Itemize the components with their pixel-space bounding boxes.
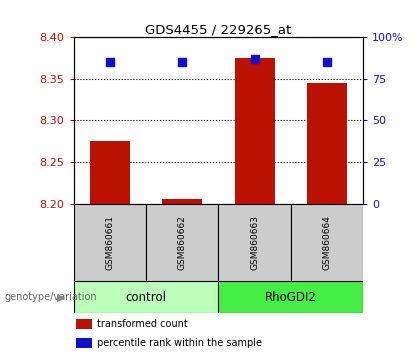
Text: control: control xyxy=(126,291,166,304)
Text: GSM860664: GSM860664 xyxy=(323,215,331,270)
Bar xyxy=(307,83,347,204)
Bar xyxy=(74,204,146,281)
Text: genotype/variation: genotype/variation xyxy=(4,292,97,302)
Text: GSM860661: GSM860661 xyxy=(105,215,114,270)
Text: percentile rank within the sample: percentile rank within the sample xyxy=(97,338,262,348)
Bar xyxy=(90,141,130,204)
Text: RhoGDI2: RhoGDI2 xyxy=(265,291,317,304)
Text: transformed count: transformed count xyxy=(97,319,187,329)
Bar xyxy=(74,281,218,313)
Bar xyxy=(235,58,275,204)
Bar xyxy=(146,204,218,281)
Bar xyxy=(76,319,92,329)
Point xyxy=(179,59,186,65)
Text: GSM860662: GSM860662 xyxy=(178,215,186,270)
Point xyxy=(324,59,331,65)
Text: ▶: ▶ xyxy=(57,292,65,302)
Point xyxy=(251,56,258,62)
Bar xyxy=(291,204,363,281)
Point xyxy=(106,59,113,65)
Title: GDS4455 / 229265_at: GDS4455 / 229265_at xyxy=(145,23,291,36)
Text: GSM860663: GSM860663 xyxy=(250,215,259,270)
Bar xyxy=(76,338,92,348)
Bar xyxy=(218,281,363,313)
Bar xyxy=(218,204,291,281)
Bar xyxy=(162,199,202,204)
